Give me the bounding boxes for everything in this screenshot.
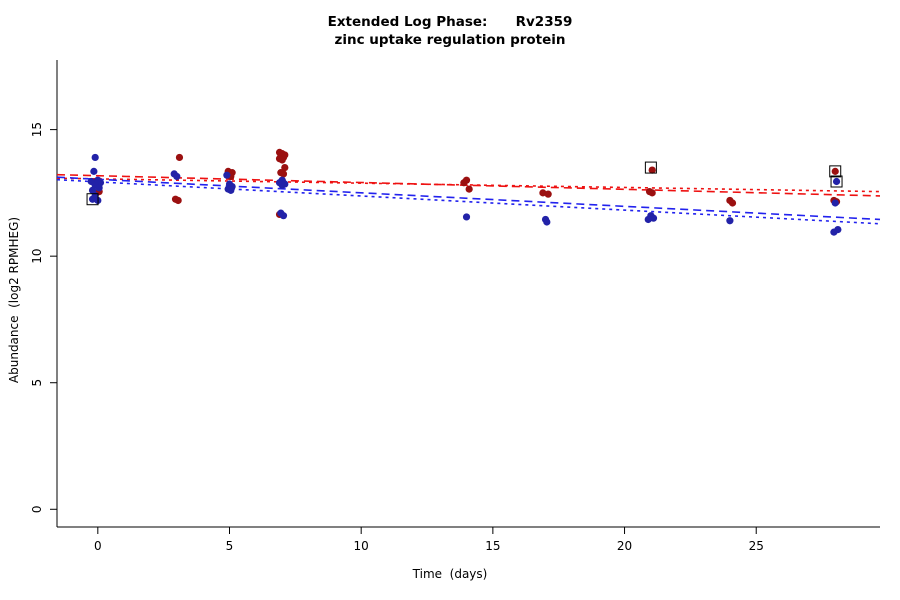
chart-title: Extended Log Phase: Rv2359	[327, 14, 573, 30]
x-tick-label: 15	[485, 539, 500, 553]
blue-point	[832, 177, 841, 186]
red-point	[175, 153, 184, 162]
blue-point	[173, 172, 181, 181]
red-trend-longdash	[56, 173, 881, 197]
blue-point	[726, 217, 734, 225]
y-tick-label: 5	[30, 379, 44, 387]
red-point	[174, 196, 182, 205]
blue-point	[831, 199, 839, 207]
blue-point	[223, 171, 231, 179]
red-point	[648, 166, 656, 174]
flagged-point-square	[830, 175, 843, 188]
blue-point	[830, 228, 838, 236]
x-tick-label: 10	[354, 539, 369, 553]
red-point	[460, 179, 468, 187]
red-point	[465, 185, 473, 193]
blue-point	[644, 215, 652, 224]
blue-point	[278, 181, 286, 189]
blue-point	[95, 184, 103, 192]
y-tick-label: 0	[30, 505, 44, 513]
red-point	[281, 163, 289, 172]
blue-point	[227, 186, 235, 194]
x-tick-label: 25	[749, 539, 764, 553]
red-point	[279, 170, 288, 178]
blue-point	[279, 212, 288, 220]
y-tick-label: 10	[30, 249, 44, 264]
red-point	[648, 189, 656, 197]
red-point	[831, 167, 839, 175]
blue-trend-shortdash	[56, 178, 881, 225]
red-point	[278, 156, 286, 164]
chart-subtitle: zinc uptake regulation protein	[334, 32, 566, 48]
flagged-point-square	[86, 193, 99, 206]
x-tick-label: 5	[226, 539, 234, 553]
x-tick-label: 0	[94, 539, 102, 553]
flagged-point-square	[829, 165, 842, 178]
red-point	[544, 190, 552, 198]
blue-point	[462, 213, 471, 221]
x-axis-label: Time (days)	[412, 567, 488, 581]
flagged-point-square	[644, 161, 657, 174]
y-tick-label: 15	[30, 122, 44, 137]
blue-point	[90, 167, 98, 175]
blue-point	[543, 218, 551, 226]
blue-trend-longdash	[56, 176, 881, 221]
x-tick-label: 20	[617, 539, 632, 553]
blue-point	[91, 153, 99, 162]
red-point	[728, 199, 737, 207]
